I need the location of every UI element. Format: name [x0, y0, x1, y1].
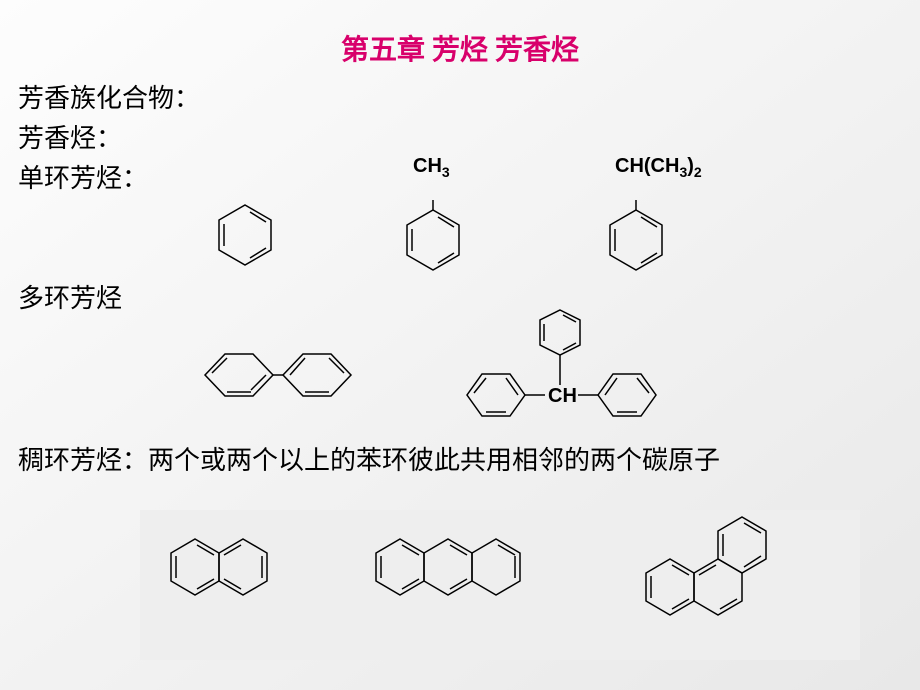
chapter-title: 第五章 芳烃 芳香烃 [0, 28, 920, 68]
text-polycyclic: 多环芳烃 [18, 278, 122, 315]
text-aromatic-compounds: 芳香族化合物： [18, 78, 200, 115]
text-monocyclic: 单环芳烃： [18, 158, 148, 195]
slide-root: 第五章 芳烃 芳香烃 芳香族化合物： 芳香烃： 单环芳烃： CH3 CH(CH3… [0, 0, 920, 690]
triphenylmethane-molecule: CH [450, 300, 680, 440]
mol-naphthalene [150, 525, 290, 610]
ch3-label: CH3 [413, 155, 450, 180]
chch32-label: CH(CH3)2 [615, 155, 702, 180]
biphenyl-molecule [185, 340, 355, 410]
ch-center-text: CH [548, 385, 577, 407]
mol-phenanthrene [625, 495, 810, 625]
cumene-molecule [601, 200, 671, 280]
text-aromatic-hydrocarbons: 芳香烃： [18, 118, 122, 155]
benzene-molecule [210, 200, 280, 270]
mol-anthracene [355, 525, 545, 610]
toluene-molecule [398, 200, 468, 280]
text-fused-ring: 稠环芳烃：两个或两个以上的苯环彼此共用相邻的两个碳原子 [18, 440, 720, 477]
